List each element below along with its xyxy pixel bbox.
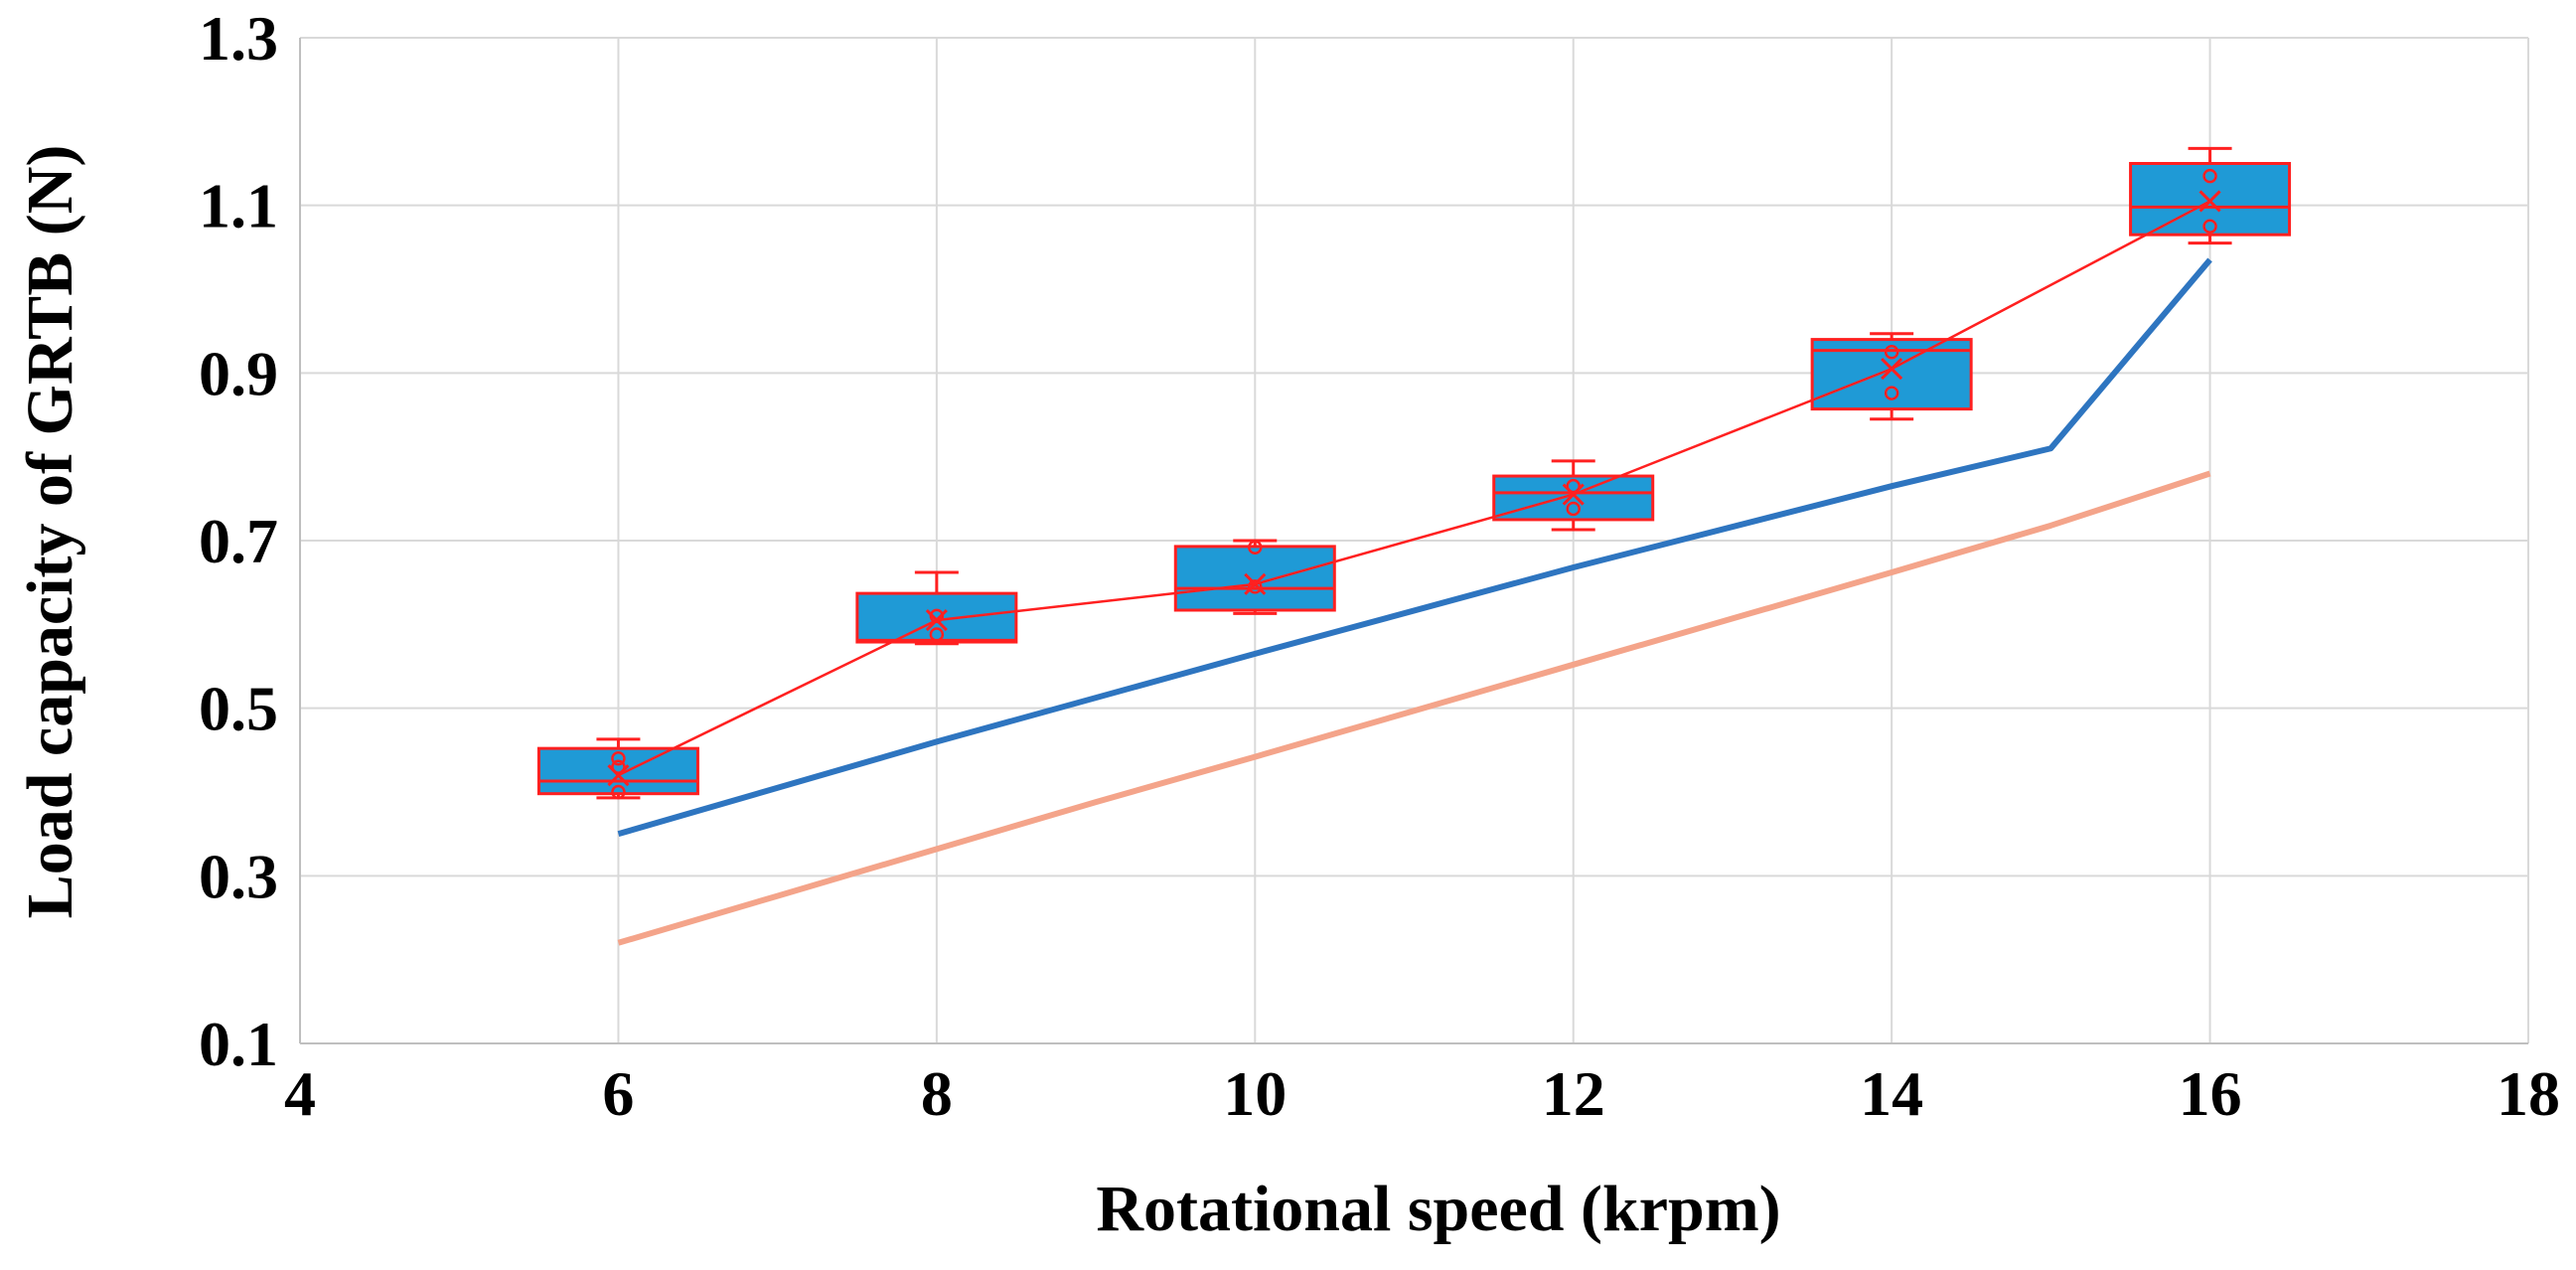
mean-marker bbox=[1562, 483, 1585, 506]
tick-labels: 4 6 8 10 12 14 16 18 0.1 0.3 0.5 0.7 0.9 1.1 1.3 bbox=[199, 3, 2560, 1129]
data-point bbox=[1566, 501, 1581, 517]
series bbox=[536, 146, 2292, 946]
data-point bbox=[929, 627, 945, 642]
x-tick-label: 18 bbox=[2497, 1058, 2560, 1129]
x-tick-label: 12 bbox=[1542, 1058, 1605, 1129]
data-point bbox=[1566, 478, 1581, 494]
box-x12 bbox=[1492, 459, 1655, 532]
x-tick-label: 10 bbox=[1223, 1058, 1287, 1129]
x-tick-label: 8 bbox=[921, 1058, 953, 1129]
y-tick-label: 0.5 bbox=[199, 674, 278, 744]
box-x16 bbox=[2129, 146, 2292, 245]
orange-line-series-line bbox=[617, 470, 2211, 946]
blue-line-series-line bbox=[617, 257, 2212, 838]
data-point bbox=[1884, 386, 1899, 400]
y-tick-label: 1.3 bbox=[199, 3, 278, 74]
mean-marker bbox=[1881, 358, 1903, 381]
data-point bbox=[2202, 219, 2217, 234]
data-point bbox=[1248, 579, 1263, 594]
box-body bbox=[855, 591, 1018, 644]
mean-marker bbox=[925, 609, 948, 632]
data-point bbox=[1248, 540, 1263, 555]
x-tick-label: 6 bbox=[602, 1058, 634, 1129]
box-x10 bbox=[1173, 539, 1336, 615]
box-body bbox=[1173, 545, 1336, 612]
mean-marker bbox=[2198, 190, 2221, 213]
data-point bbox=[1884, 345, 1899, 360]
box-x14 bbox=[1810, 332, 1973, 421]
box-x8 bbox=[855, 570, 1018, 646]
y-tick-label: 0.3 bbox=[199, 841, 278, 911]
mean-line bbox=[617, 200, 2211, 777]
data-point bbox=[611, 751, 626, 766]
y-tick-label: 0.1 bbox=[199, 1009, 278, 1079]
y-tick-label: 0.7 bbox=[199, 506, 278, 576]
x-tick-label: 16 bbox=[2179, 1058, 2242, 1129]
mean-marker bbox=[1244, 572, 1267, 595]
data-point bbox=[611, 784, 626, 800]
x-tick-label: 14 bbox=[1860, 1058, 1923, 1129]
box-x6 bbox=[536, 737, 699, 800]
axes bbox=[299, 38, 2528, 1044]
x-axis-title: Rotational speed (krpm) bbox=[1096, 1173, 1780, 1245]
x-tick-label: 4 bbox=[284, 1058, 316, 1129]
y-tick-label: 0.9 bbox=[199, 338, 278, 408]
y-tick-label: 1.1 bbox=[199, 171, 278, 241]
data-point bbox=[611, 759, 626, 774]
box-body bbox=[1492, 474, 1655, 522]
mean-marker bbox=[607, 764, 630, 787]
data-point bbox=[2202, 168, 2217, 184]
y-axis-title: Load capacity of GRTB (N) bbox=[14, 145, 86, 919]
